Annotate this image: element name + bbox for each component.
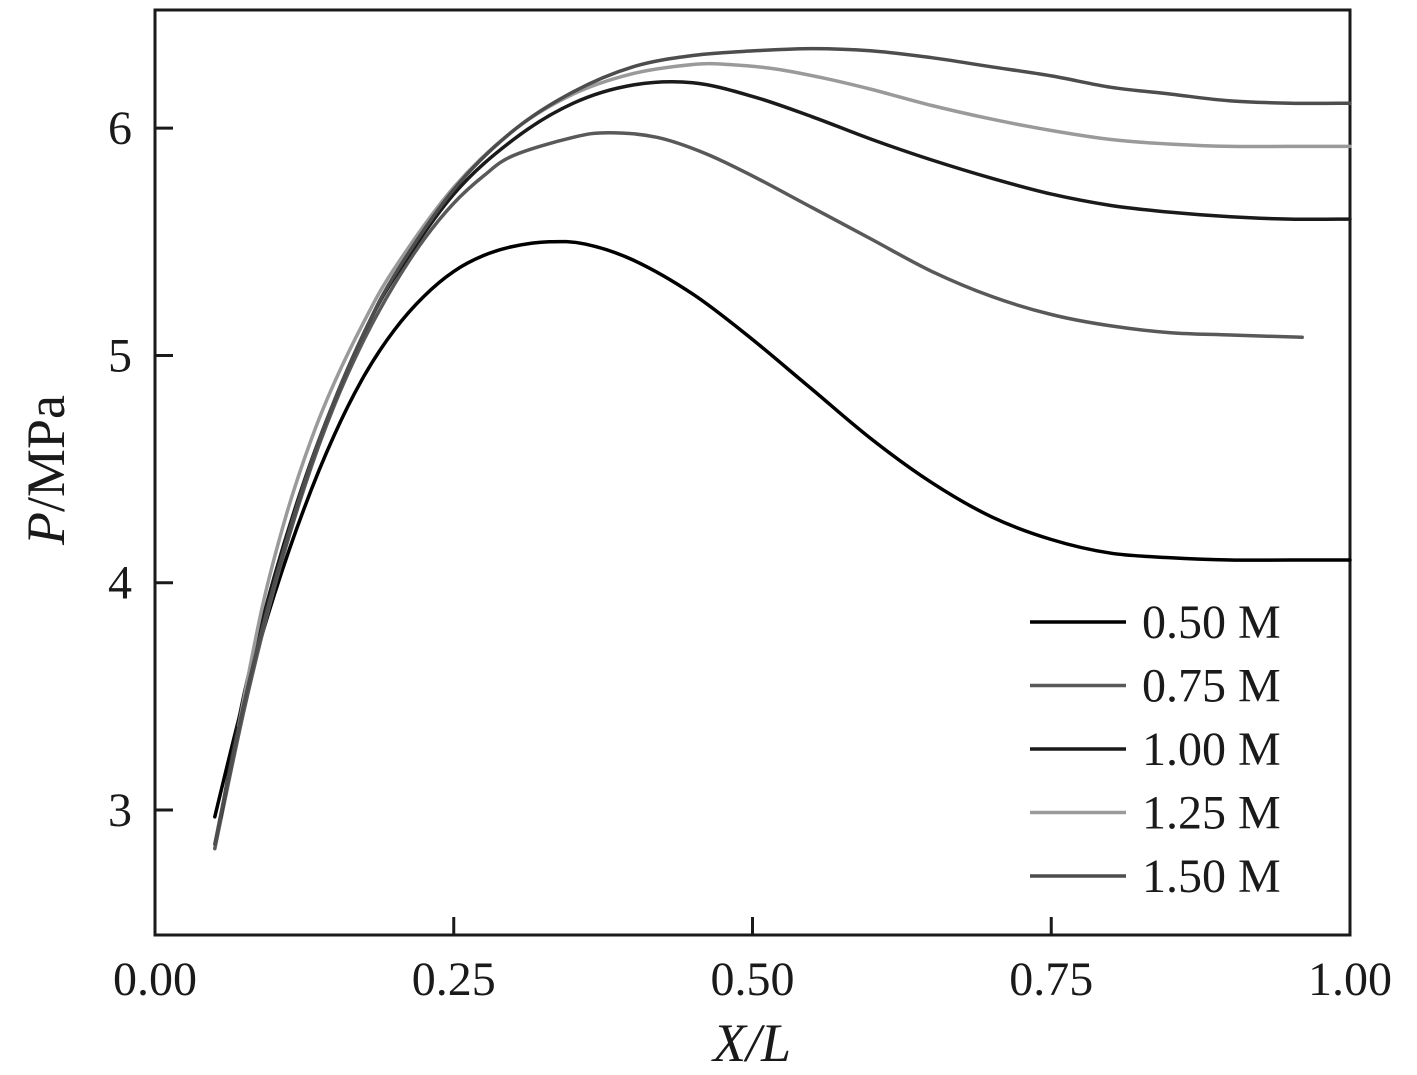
- y-tick-label: 6: [108, 102, 132, 155]
- y-tick-label: 4: [108, 557, 132, 610]
- x-tick-label: 0.25: [412, 953, 496, 1006]
- y-axis-title-rest: /MPa: [16, 394, 76, 513]
- y-tick-label: 3: [108, 784, 132, 837]
- legend-label-1: 0.75 M: [1142, 660, 1281, 713]
- y-axis-title-italic: P: [16, 512, 76, 546]
- series-line-3: [236, 61, 1352, 728]
- legend-label-3: 1.25 M: [1142, 787, 1281, 840]
- x-tick-label: 1.00: [1308, 953, 1392, 1006]
- legend-label-4: 1.50 M: [1142, 850, 1281, 903]
- legend-label-0: 0.50 M: [1142, 596, 1281, 649]
- legend-label-2: 1.00 M: [1142, 723, 1281, 776]
- series-line-4: [213, 46, 1352, 846]
- x-tick-label: 0.75: [1009, 953, 1093, 1006]
- x-tick-label: 0.00: [113, 953, 197, 1006]
- x-axis-title: X/L: [712, 1013, 792, 1073]
- y-axis-title: P/MPa: [15, 395, 77, 545]
- x-tick-label: 0.50: [711, 953, 795, 1006]
- series-line-1: [213, 130, 1304, 851]
- series-line-0: [213, 239, 1352, 819]
- y-tick-label: 5: [108, 329, 132, 382]
